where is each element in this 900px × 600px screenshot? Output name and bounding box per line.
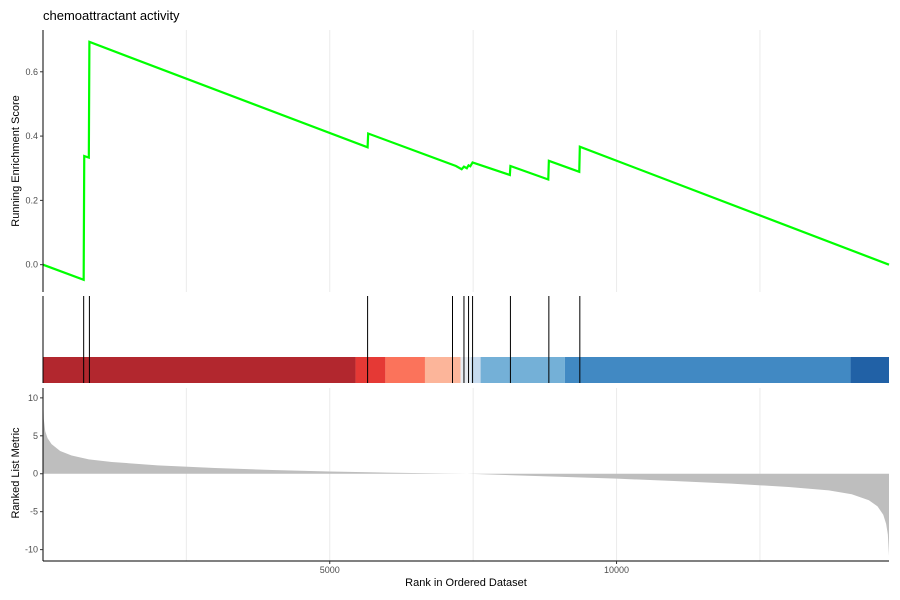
chart-title: chemoattractant activity xyxy=(43,8,180,23)
y-tick-label-metric: -5 xyxy=(30,507,38,517)
ranked-metric-panel xyxy=(43,394,889,556)
x-axis-label: Rank in Ordered Dataset xyxy=(405,577,527,589)
rank-color-band xyxy=(850,357,889,383)
rank-color-band xyxy=(355,357,386,383)
y-tick-label-metric: 5 xyxy=(33,431,38,441)
y-tick-label-metric: 10 xyxy=(28,393,38,403)
rank-color-band xyxy=(385,357,425,383)
gene-hit-markers xyxy=(83,296,581,383)
y-tick-label-metric: -10 xyxy=(25,545,38,555)
rank-color-band xyxy=(470,357,481,383)
rank-color-band xyxy=(564,357,851,383)
rank-color-band xyxy=(424,357,461,383)
rank-color-bar xyxy=(43,357,889,383)
rank-color-band xyxy=(480,357,565,383)
x-tick-label: 10000 xyxy=(604,565,629,575)
running-score-panel xyxy=(42,40,890,282)
rank-color-band xyxy=(460,357,471,383)
grid-lines xyxy=(185,30,761,561)
x-tick-label: 5000 xyxy=(320,565,340,575)
y-tick-label-score: 0.6 xyxy=(25,67,38,77)
y-tick-label-score: 0.4 xyxy=(25,131,38,141)
axis-labels: Running Enrichment Score Ranked List Met… xyxy=(10,95,527,589)
y-tick-label-score: 0.0 xyxy=(25,260,38,270)
axes: 0.0 0.2 0.4 0.6 10 5 0 -5 -10 5000 10000 xyxy=(25,30,889,575)
y-tick-label-score: 0.2 xyxy=(25,195,38,205)
y-axis-label-ranked-metric: Ranked List Metric xyxy=(10,427,22,519)
rank-color-band xyxy=(43,357,356,383)
y-axis-label-running-score: Running Enrichment Score xyxy=(10,95,22,226)
running-score-line xyxy=(42,40,890,282)
y-tick-label-metric: 0 xyxy=(33,469,38,479)
ranked-metric-area xyxy=(43,394,889,556)
